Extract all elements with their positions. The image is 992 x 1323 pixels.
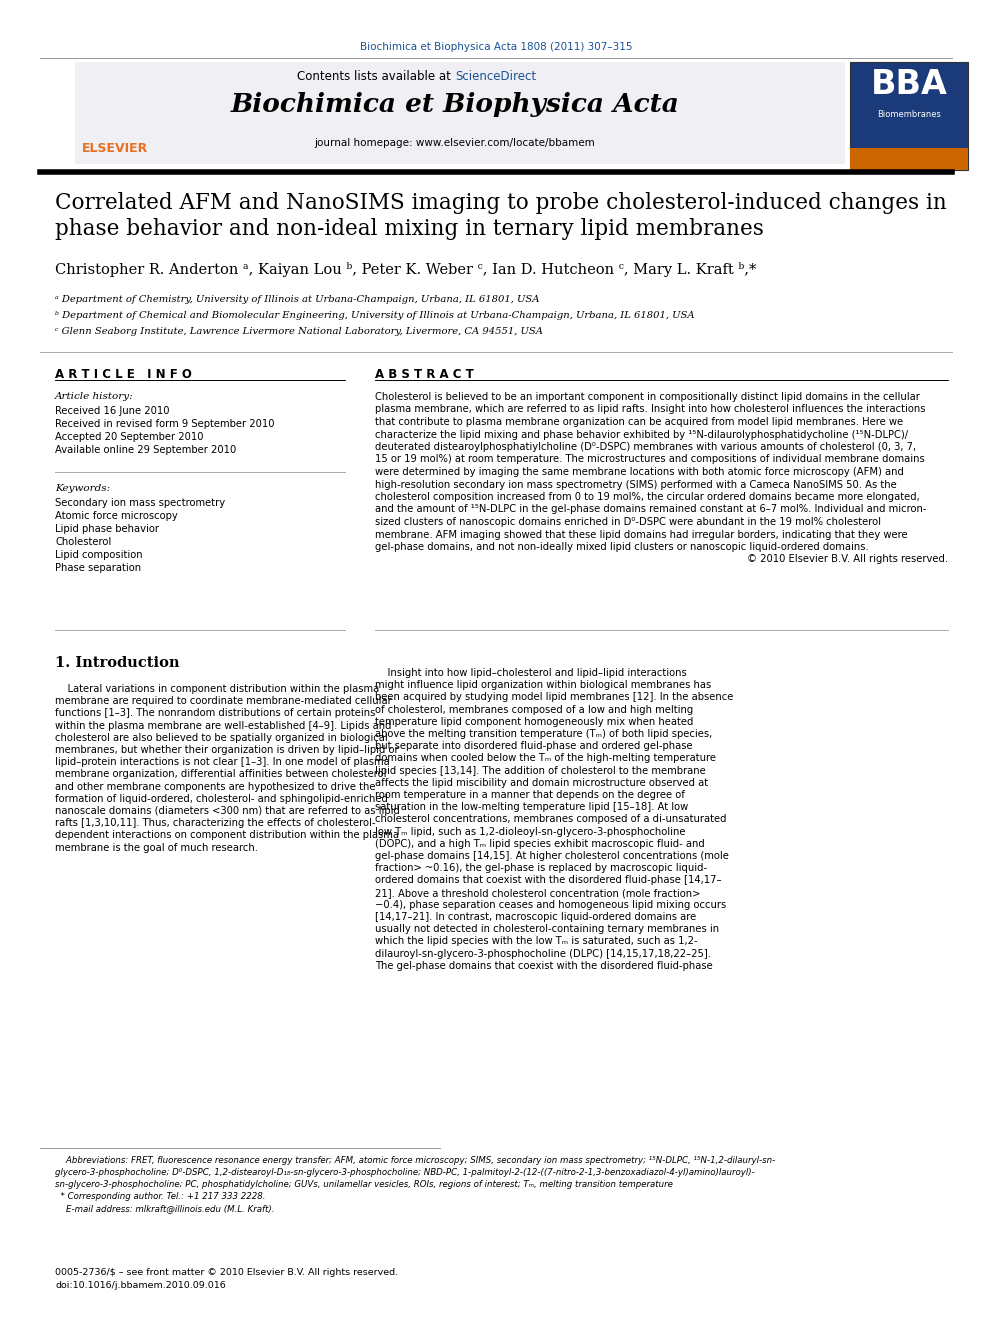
Text: Biomembranes: Biomembranes	[877, 110, 941, 119]
Text: (DOPC), and a high Tₘ lipid species exhibit macroscopic fluid- and: (DOPC), and a high Tₘ lipid species exhi…	[375, 839, 704, 849]
FancyBboxPatch shape	[850, 62, 968, 169]
Text: Accepted 20 September 2010: Accepted 20 September 2010	[55, 433, 203, 442]
Text: −0.4), phase separation ceases and homogeneous lipid mixing occurs: −0.4), phase separation ceases and homog…	[375, 900, 726, 910]
Text: nanoscale domains (diameters <300 nm) that are referred to as lipid: nanoscale domains (diameters <300 nm) th…	[55, 806, 400, 816]
Text: dependent interactions on component distribution within the plasma: dependent interactions on component dist…	[55, 831, 399, 840]
Text: formation of liquid-ordered, cholesterol- and sphingolipid-enriched: formation of liquid-ordered, cholesterol…	[55, 794, 388, 804]
Text: Lipid composition: Lipid composition	[55, 550, 143, 560]
Text: Received in revised form 9 September 2010: Received in revised form 9 September 201…	[55, 419, 275, 429]
Text: functions [1–3]. The nonrandom distributions of certain proteins: functions [1–3]. The nonrandom distribut…	[55, 708, 375, 718]
Text: Abbreviations: FRET, fluorescence resonance energy transfer; AFM, atomic force m: Abbreviations: FRET, fluorescence resona…	[55, 1156, 776, 1166]
Text: low Tₘ lipid, such as 1,2-dioleoyl-sn-glycero-3-phosphocholine: low Tₘ lipid, such as 1,2-dioleoyl-sn-gl…	[375, 827, 685, 836]
Text: ScienceDirect: ScienceDirect	[455, 70, 536, 83]
Text: of cholesterol, membranes composed of a low and high melting: of cholesterol, membranes composed of a …	[375, 705, 693, 714]
Text: The gel-phase domains that coexist with the disordered fluid-phase: The gel-phase domains that coexist with …	[375, 960, 712, 971]
Text: gel-phase domains, and not non-ideally mixed lipid clusters or nanoscopic liquid: gel-phase domains, and not non-ideally m…	[375, 542, 869, 552]
Text: high-resolution secondary ion mass spectrometry (SIMS) performed with a Cameca N: high-resolution secondary ion mass spect…	[375, 479, 897, 490]
Text: ᵃ Department of Chemistry, University of Illinois at Urbana-Champaign, Urbana, I: ᵃ Department of Chemistry, University of…	[55, 295, 540, 304]
Text: Secondary ion mass spectrometry: Secondary ion mass spectrometry	[55, 497, 225, 508]
Text: and the amount of ¹⁵N-DLPC in the gel-phase domains remained constant at 6–7 mol: and the amount of ¹⁵N-DLPC in the gel-ph…	[375, 504, 927, 515]
Text: that contribute to plasma membrane organization can be acquired from model lipid: that contribute to plasma membrane organ…	[375, 417, 903, 427]
Text: [14,17–21]. In contrast, macroscopic liquid-ordered domains are: [14,17–21]. In contrast, macroscopic liq…	[375, 912, 696, 922]
Text: within the plasma membrane are well-established [4–9]. Lipids and: within the plasma membrane are well-esta…	[55, 721, 392, 730]
Text: deuterated distearoylphosphatiylcholine (D⁰-DSPC) membranes with various amounts: deuterated distearoylphosphatiylcholine …	[375, 442, 917, 452]
Text: A B S T R A C T: A B S T R A C T	[375, 368, 474, 381]
Text: 0005-2736/$ – see front matter © 2010 Elsevier B.V. All rights reserved.: 0005-2736/$ – see front matter © 2010 El…	[55, 1267, 398, 1277]
FancyBboxPatch shape	[850, 148, 968, 169]
Text: Biochimica et Biophysica Acta: Biochimica et Biophysica Acta	[230, 93, 680, 116]
Text: A R T I C L E   I N F O: A R T I C L E I N F O	[55, 368, 191, 381]
Text: membrane is the goal of much research.: membrane is the goal of much research.	[55, 843, 258, 852]
Text: ordered domains that coexist with the disordered fluid-phase [14,17–: ordered domains that coexist with the di…	[375, 876, 721, 885]
Text: journal homepage: www.elsevier.com/locate/bbamem: journal homepage: www.elsevier.com/locat…	[314, 138, 595, 148]
Text: Cholesterol: Cholesterol	[55, 537, 111, 546]
Text: and other membrane components are hypothesized to drive the: and other membrane components are hypoth…	[55, 782, 376, 791]
Text: domains when cooled below the Tₘ of the high-melting temperature: domains when cooled below the Tₘ of the …	[375, 753, 716, 763]
Text: usually not detected in cholesterol-containing ternary membranes in: usually not detected in cholesterol-cont…	[375, 925, 719, 934]
Text: fraction> ~0.16), the gel-phase is replaced by macroscopic liquid-: fraction> ~0.16), the gel-phase is repla…	[375, 863, 707, 873]
Text: Correlated AFM and NanoSIMS imaging to probe cholesterol-induced changes in: Correlated AFM and NanoSIMS imaging to p…	[55, 192, 946, 214]
Text: Insight into how lipid–cholesterol and lipid–lipid interactions: Insight into how lipid–cholesterol and l…	[375, 668, 686, 677]
Text: 1. Introduction: 1. Introduction	[55, 656, 180, 669]
Text: saturation in the low-melting temperature lipid [15–18]. At low: saturation in the low-melting temperatur…	[375, 802, 688, 812]
Text: temperature lipid component homogeneously mix when heated: temperature lipid component homogeneousl…	[375, 717, 693, 726]
Text: Contents lists available at: Contents lists available at	[298, 70, 455, 83]
Text: Available online 29 September 2010: Available online 29 September 2010	[55, 445, 236, 455]
Text: room temperature in a manner that depends on the degree of: room temperature in a manner that depend…	[375, 790, 684, 800]
Text: dilauroyl-sn-glycero-3-phosphocholine (DLPC) [14,15,17,18,22–25].: dilauroyl-sn-glycero-3-phosphocholine (D…	[375, 949, 711, 959]
Text: Biochimica et Biophysica Acta 1808 (2011) 307–315: Biochimica et Biophysica Acta 1808 (2011…	[360, 42, 632, 52]
Text: but separate into disordered fluid-phase and ordered gel-phase: but separate into disordered fluid-phase…	[375, 741, 692, 751]
Text: Cholesterol is believed to be an important component in compositionally distinct: Cholesterol is believed to be an importa…	[375, 392, 920, 402]
Text: cholesterol are also believed to be spatially organized in biological: cholesterol are also believed to be spat…	[55, 733, 388, 742]
Text: 21]. Above a threshold cholesterol concentration (mole fraction>: 21]. Above a threshold cholesterol conce…	[375, 888, 700, 897]
Text: Christopher R. Anderton ᵃ, Kaiyan Lou ᵇ, Peter K. Weber ᶜ, Ian D. Hutcheon ᶜ, Ma: Christopher R. Anderton ᵃ, Kaiyan Lou ᵇ,…	[55, 262, 756, 277]
Text: Article history:: Article history:	[55, 392, 134, 401]
Text: been acquired by studying model lipid membranes [12]. In the absence: been acquired by studying model lipid me…	[375, 692, 733, 703]
FancyBboxPatch shape	[75, 62, 845, 164]
Text: Lateral variations in component distribution within the plasma: Lateral variations in component distribu…	[55, 684, 379, 695]
Text: characterize the lipid mixing and phase behavior exhibited by ¹⁵N-dilaurolyphosp: characterize the lipid mixing and phase …	[375, 430, 908, 439]
Text: Phase separation: Phase separation	[55, 564, 141, 573]
Text: phase behavior and non-ideal mixing in ternary lipid membranes: phase behavior and non-ideal mixing in t…	[55, 218, 764, 239]
Text: gel-phase domains [14,15]. At higher cholesterol concentrations (mole: gel-phase domains [14,15]. At higher cho…	[375, 851, 729, 861]
Text: E-mail address: mlkraft@illinois.edu (M.L. Kraft).: E-mail address: mlkraft@illinois.edu (M.…	[55, 1204, 275, 1213]
Text: above the melting transition temperature (Tₘ) of both lipid species,: above the melting transition temperature…	[375, 729, 712, 740]
Text: Lipid phase behavior: Lipid phase behavior	[55, 524, 159, 534]
Text: rafts [1,3,10,11]. Thus, characterizing the effects of cholesterol-: rafts [1,3,10,11]. Thus, characterizing …	[55, 818, 376, 828]
Text: membrane are required to coordinate membrane-mediated cellular: membrane are required to coordinate memb…	[55, 696, 392, 706]
Text: 15 or 19 mol%) at room temperature. The microstructures and compositions of indi: 15 or 19 mol%) at room temperature. The …	[375, 455, 925, 464]
Text: affects the lipid miscibility and domain microstructure observed at: affects the lipid miscibility and domain…	[375, 778, 708, 787]
Text: Atomic force microscopy: Atomic force microscopy	[55, 511, 178, 521]
Text: lipid–protein interactions is not clear [1–3]. In one model of plasma: lipid–protein interactions is not clear …	[55, 757, 390, 767]
Text: © 2010 Elsevier B.V. All rights reserved.: © 2010 Elsevier B.V. All rights reserved…	[747, 554, 948, 565]
Text: Received 16 June 2010: Received 16 June 2010	[55, 406, 170, 415]
Text: ᵇ Department of Chemical and Biomolecular Engineering, University of Illinois at: ᵇ Department of Chemical and Biomolecula…	[55, 311, 694, 320]
Text: BBA: BBA	[871, 67, 947, 101]
Text: glycero-3-phosphocholine; D⁰-DSPC, 1,2-distearoyl-D₁₈-sn-glycero-3-phosphocholin: glycero-3-phosphocholine; D⁰-DSPC, 1,2-d…	[55, 1168, 755, 1177]
Text: Keywords:: Keywords:	[55, 484, 110, 493]
Text: which the lipid species with the low Tₘ is saturated, such as 1,2-: which the lipid species with the low Tₘ …	[375, 937, 697, 946]
Text: were determined by imaging the same membrane locations with both atomic force mi: were determined by imaging the same memb…	[375, 467, 904, 478]
Text: cholesterol composition increased from 0 to 19 mol%, the circular ordered domain: cholesterol composition increased from 0…	[375, 492, 920, 501]
Text: sized clusters of nanoscopic domains enriched in D⁰-DSPC were abundant in the 19: sized clusters of nanoscopic domains enr…	[375, 517, 881, 527]
Text: doi:10.1016/j.bbamem.2010.09.016: doi:10.1016/j.bbamem.2010.09.016	[55, 1281, 226, 1290]
Text: membranes, but whether their organization is driven by lipid–lipid or: membranes, but whether their organizatio…	[55, 745, 399, 755]
Text: membrane. AFM imaging showed that these lipid domains had irregular borders, ind: membrane. AFM imaging showed that these …	[375, 529, 908, 540]
Text: sn-glycero-3-phosphocholine; PC, phosphatidylcholine; GUVs, unilamellar vesicles: sn-glycero-3-phosphocholine; PC, phospha…	[55, 1180, 673, 1189]
Text: membrane organization, differential affinities between cholesterol: membrane organization, differential affi…	[55, 770, 387, 779]
Text: ᶜ Glenn Seaborg Institute, Lawrence Livermore National Laboratory, Livermore, CA: ᶜ Glenn Seaborg Institute, Lawrence Live…	[55, 327, 543, 336]
Text: plasma membrane, which are referred to as lipid rafts. Insight into how choleste: plasma membrane, which are referred to a…	[375, 405, 926, 414]
Text: might influence lipid organization within biological membranes has: might influence lipid organization withi…	[375, 680, 711, 691]
Text: lipid species [13,14]. The addition of cholesterol to the membrane: lipid species [13,14]. The addition of c…	[375, 766, 705, 775]
Text: cholesterol concentrations, membranes composed of a di-unsaturated: cholesterol concentrations, membranes co…	[375, 815, 726, 824]
Text: * Corresponding author. Tel.: +1 217 333 2228.: * Corresponding author. Tel.: +1 217 333…	[55, 1192, 266, 1201]
Text: ELSEVIER: ELSEVIER	[82, 142, 148, 155]
